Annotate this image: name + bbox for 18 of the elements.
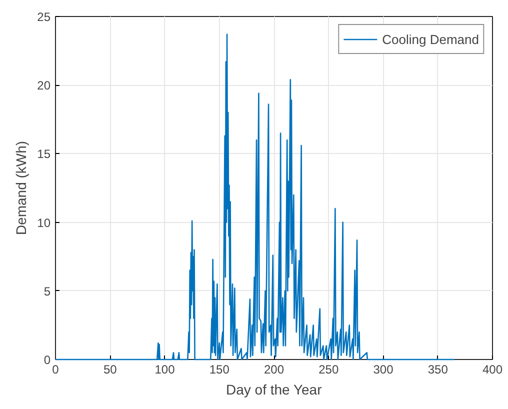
x-tick-label: 350 [428,362,448,376]
x-axis-title: Day of the Year [226,382,322,398]
y-axis-title: Demand (kWh) [13,140,30,236]
x-tick-label: 400 [482,362,503,376]
legend-label: Cooling Demand [382,32,479,46]
y-tick-label: 5 [44,284,51,298]
x-tick-label: 150 [209,362,230,376]
y-tick-label: 25 [37,10,51,24]
x-tick-label: 50 [103,362,118,376]
x-tick-label: 300 [373,362,394,376]
y-tick-label: 10 [37,216,51,230]
x-tick-label: 200 [264,362,284,376]
x-tick-label: 0 [52,362,60,376]
x-tick-label: 250 [318,362,339,376]
y-tick-label: 20 [37,78,51,93]
y-tick-label: 15 [37,147,51,162]
y-tick-label: 0 [44,353,51,367]
x-tick-label: 100 [154,362,176,376]
